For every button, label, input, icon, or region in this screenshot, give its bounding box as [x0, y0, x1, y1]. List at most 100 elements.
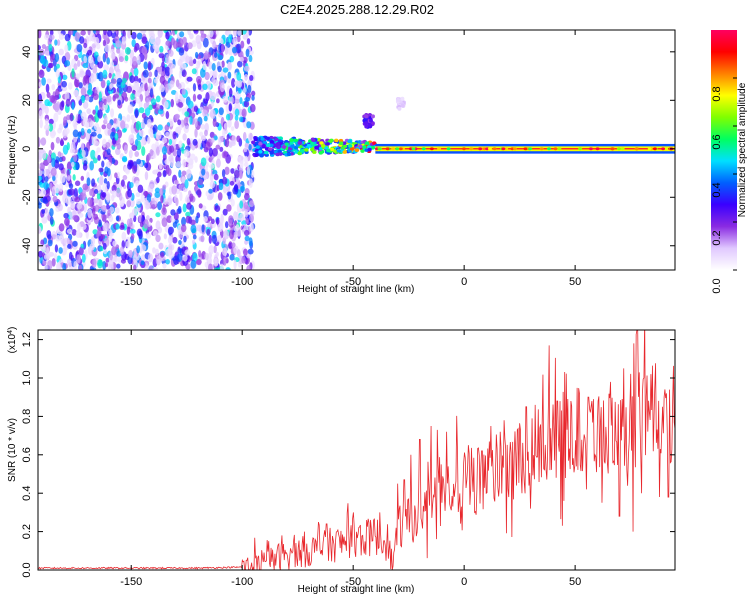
heatmap-cell	[155, 220, 161, 230]
heatmap-cell	[116, 143, 122, 150]
heatmap-cell	[104, 166, 109, 174]
heatmap-cell	[238, 116, 244, 123]
heatmap-cell	[80, 243, 85, 249]
heatmap-cell	[165, 54, 170, 64]
heatmap-cell	[177, 102, 184, 108]
heatmap-cell	[49, 54, 54, 63]
heatmap-cell	[105, 257, 110, 263]
heatmap-cell	[274, 138, 279, 142]
heatmap-cell	[320, 143, 326, 148]
heatmap-cell	[165, 40, 171, 47]
heatmap-cell	[170, 209, 176, 216]
heatmap-cell	[370, 114, 375, 119]
heatmap-cell	[97, 60, 104, 69]
heatmap-cell	[126, 218, 131, 228]
heatmap-cell	[152, 169, 159, 175]
heatmap-cell	[140, 30, 147, 34]
heatmap-cell	[140, 260, 145, 266]
heatmap-cell	[234, 98, 240, 104]
heatmap-cell	[169, 157, 174, 168]
heatmap-cell	[152, 266, 159, 270]
heatmap-cell	[236, 135, 241, 143]
heatmap-cell	[165, 111, 170, 120]
heatmap-cell	[212, 118, 217, 127]
heatmap-cell	[86, 108, 92, 115]
heatmap-cell	[38, 244, 44, 250]
heatmap-cell	[84, 74, 90, 84]
heatmap-cell	[97, 154, 101, 161]
heatmap-cell	[324, 146, 329, 150]
heatmap-cell	[97, 109, 103, 119]
heatmap-cell	[209, 180, 216, 189]
heatmap-cell	[234, 108, 240, 117]
heatmap-cell	[148, 71, 153, 78]
heatmap-cell	[121, 155, 128, 162]
heatmap-cell	[81, 193, 87, 201]
heatmap-cell	[74, 31, 80, 42]
spectrogram-x-label: Height of straight line (km)	[298, 284, 415, 295]
heatmap-cell	[192, 138, 198, 146]
heatmap-cell	[130, 233, 135, 240]
colorbar-tick-label: 0.0	[711, 278, 723, 293]
heatmap-cell	[88, 82, 93, 92]
heatmap-cell	[208, 234, 212, 244]
heatmap-cell	[264, 150, 269, 155]
heatmap-cell	[140, 122, 146, 129]
heatmap-cell	[162, 169, 167, 178]
heatmap-cell	[168, 59, 174, 70]
heatmap-cell	[79, 36, 85, 44]
heatmap-cell	[73, 122, 77, 131]
heatmap-cell	[411, 147, 416, 151]
heatmap-cell	[132, 254, 138, 264]
heatmap-cell	[214, 267, 220, 270]
heatmap-cell	[248, 237, 253, 247]
heatmap-cell	[485, 147, 490, 151]
heatmap-cell	[190, 259, 197, 269]
heatmap-cell	[56, 39, 61, 46]
heatmap-cell	[126, 114, 131, 123]
heatmap-cell	[398, 147, 403, 151]
heatmap-cell	[159, 84, 165, 93]
snr-y-label: SNR (10 * v/v)	[7, 418, 18, 482]
heatmap-cell	[46, 78, 52, 84]
heatmap-cell	[111, 246, 117, 256]
heatmap-cell	[151, 143, 157, 151]
heatmap-cell	[54, 244, 59, 253]
heatmap-cell	[194, 117, 198, 128]
heatmap-cell	[239, 56, 245, 62]
heatmap-cell	[181, 170, 187, 176]
heatmap-cell	[121, 36, 127, 45]
heatmap-cell	[400, 96, 405, 101]
heatmap-cell	[143, 219, 149, 229]
heatmap-cell	[157, 124, 163, 131]
heatmap-cell	[171, 185, 178, 195]
heatmap-cell	[204, 252, 209, 261]
heatmap-cell	[166, 197, 173, 206]
heatmap-cell	[212, 147, 218, 157]
heatmap-cell	[110, 108, 115, 118]
heatmap-cell	[98, 219, 102, 227]
heatmap-cell	[127, 104, 134, 114]
heatmap-cell	[64, 33, 71, 42]
heatmap-cell	[100, 79, 106, 89]
heatmap-cell	[528, 147, 533, 151]
heatmap-cell	[222, 67, 229, 73]
heatmap-cell	[83, 42, 88, 49]
heatmap-cell	[131, 39, 136, 48]
heatmap-cell	[236, 35, 241, 43]
heatmap-cell	[126, 200, 132, 208]
x-tick-label: -50	[345, 576, 361, 588]
heatmap-cell	[101, 205, 107, 212]
heatmap-cell	[48, 123, 54, 132]
colorbar-tick-label: 0.6	[711, 134, 723, 149]
heatmap-cell	[51, 95, 57, 104]
heatmap-cell	[203, 98, 209, 104]
heatmap-cell	[61, 156, 66, 162]
heatmap-cell	[182, 254, 188, 262]
heatmap-cell	[200, 235, 205, 243]
colorbar-label: Normalized spectral amplitude	[737, 82, 748, 217]
heatmap-cell	[87, 49, 93, 56]
heatmap-cell	[120, 81, 126, 88]
heatmap-cell	[174, 30, 178, 35]
heatmap-cell	[201, 138, 207, 149]
